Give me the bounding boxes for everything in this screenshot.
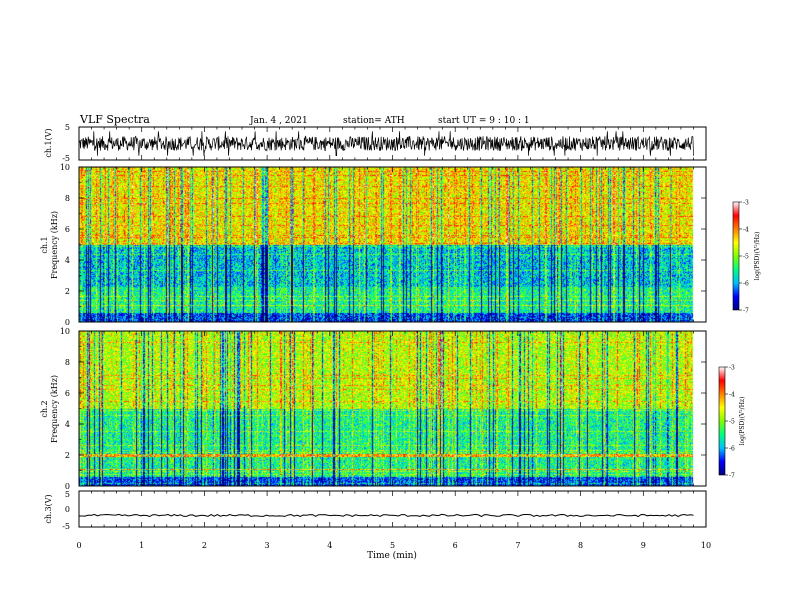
- colorbar-tick-label: -6: [743, 281, 749, 288]
- ch1-spectrogram-image-wrap: [79, 167, 706, 322]
- ch1-spectrogram-xticks: [78, 167, 707, 322]
- ch2-spectrogram-xticks: [78, 331, 707, 486]
- y-tick-label: 2: [65, 287, 70, 296]
- colorbar-tick-label: -3: [743, 200, 749, 207]
- ch2-spectrogram-image-wrap: [79, 331, 706, 486]
- colorbar-tick-label: -4: [729, 392, 735, 399]
- ch1-colorbar-ticks: -3 -4 -5 -6 -7: [739, 200, 749, 315]
- ch1-spectrogram-yticks: 0 2 4 6 8 10: [60, 163, 706, 327]
- ch3-ytick-bottom: -5: [62, 522, 70, 531]
- colorbar-tick-label: -7: [743, 308, 749, 315]
- ch3-waveform-frame: [78, 490, 707, 528]
- ch2-spectrogram-yticks: 0 2 4 6 8 10: [60, 327, 706, 491]
- ch3-waveform-ylabel: ch.3(V): [44, 494, 53, 523]
- ch3-waveform-line: [79, 513, 694, 518]
- start-time-label: start UT = 9 : 10 : 1: [438, 116, 530, 126]
- x-tick-label: 5: [390, 541, 395, 550]
- ch3-ytick-middle: 0: [65, 505, 70, 514]
- ch1-waveform-line: [78, 131, 694, 157]
- ch3-ytick-top: 5: [65, 490, 70, 499]
- ch1-spectrogram-image: [79, 167, 706, 322]
- x-tick-label: 4: [327, 541, 332, 550]
- x-tick-label: 3: [265, 541, 270, 550]
- y-tick-label: 0: [65, 318, 70, 327]
- ch2-colorbar-wrap: [719, 367, 725, 475]
- x-tick-label: 2: [202, 541, 207, 550]
- ch1-colorbar-wrap: [733, 202, 739, 310]
- y-tick-label: 2: [65, 451, 70, 460]
- colorbar-tick-label: -4: [743, 227, 749, 234]
- ch1-waveform-panel: 5 -5 ch.1(V): [44, 123, 707, 163]
- y-tick-label: 10: [60, 163, 70, 172]
- x-tick-label: 7: [515, 541, 520, 550]
- colorbar-tick-label: -7: [729, 473, 735, 480]
- ch2-colorbar: [719, 367, 725, 475]
- y-tick-label: 10: [60, 327, 70, 336]
- y-tick-label: 4: [65, 256, 70, 265]
- y-tick-label: 8: [65, 194, 70, 203]
- x-tick-label: 10: [701, 541, 711, 550]
- y-tick-label: 6: [65, 389, 70, 398]
- x-tick-label: 6: [453, 541, 458, 550]
- ch2-spectrogram-ylabel-channel: ch.2: [40, 400, 49, 417]
- ch1-colorbar: [733, 202, 739, 310]
- ch1-colorbar-label: log(PSD)(V²/Hz): [754, 232, 761, 281]
- ch3-waveform-panel: 0 1 2 3 4 5 6 7 8 9 10 5 0 -5 ch.3(V) Time (min): [44, 490, 711, 561]
- ch3-waveform-xticks: [78, 491, 707, 527]
- y-tick-label: 0: [65, 482, 70, 491]
- ch1-ytick-top: 5: [65, 123, 70, 132]
- station-label: station= ATH: [343, 116, 405, 126]
- x-tick-label: 8: [578, 541, 583, 550]
- y-tick-label: 4: [65, 420, 70, 429]
- ch1-spectrogram-ylabel-frequency: Frequency (kHz): [50, 211, 59, 279]
- figure-title: VLF Spectra: [79, 113, 150, 126]
- date-label: Jan. 4 , 2021: [249, 116, 308, 126]
- ch2-spectrogram-ylabel-frequency: Frequency (kHz): [50, 375, 59, 443]
- ch1-ytick-bottom: -5: [62, 154, 70, 163]
- x-tick-label: 0: [76, 541, 81, 550]
- time-axis-label: Time (min): [367, 550, 417, 561]
- colorbar-tick-label: -5: [729, 419, 735, 426]
- y-tick-label: 8: [65, 358, 70, 367]
- colorbar-tick-label: -6: [729, 446, 735, 453]
- ch1-waveform-ylabel: ch.1(V): [44, 128, 53, 157]
- ch2-colorbar-ticks: -3 -4 -5 -6 -7: [725, 365, 735, 480]
- colorbar-tick-label: -3: [729, 365, 735, 372]
- y-tick-label: 6: [65, 225, 70, 234]
- ch1-waveform-xticks: [78, 127, 707, 160]
- ch2-spectrogram-image: [79, 331, 706, 486]
- time-axis-tick-labels: 0 1 2 3 4 5 6 7 8 9 10: [76, 541, 711, 550]
- colorbar-tick-label: -5: [743, 254, 749, 261]
- ch1-spectrogram-ylabel-channel: ch.1: [40, 236, 49, 253]
- x-tick-label: 9: [641, 541, 646, 550]
- ch2-colorbar-label: log(PSD)(V²/Hz): [739, 397, 746, 446]
- x-tick-label: 1: [139, 541, 144, 550]
